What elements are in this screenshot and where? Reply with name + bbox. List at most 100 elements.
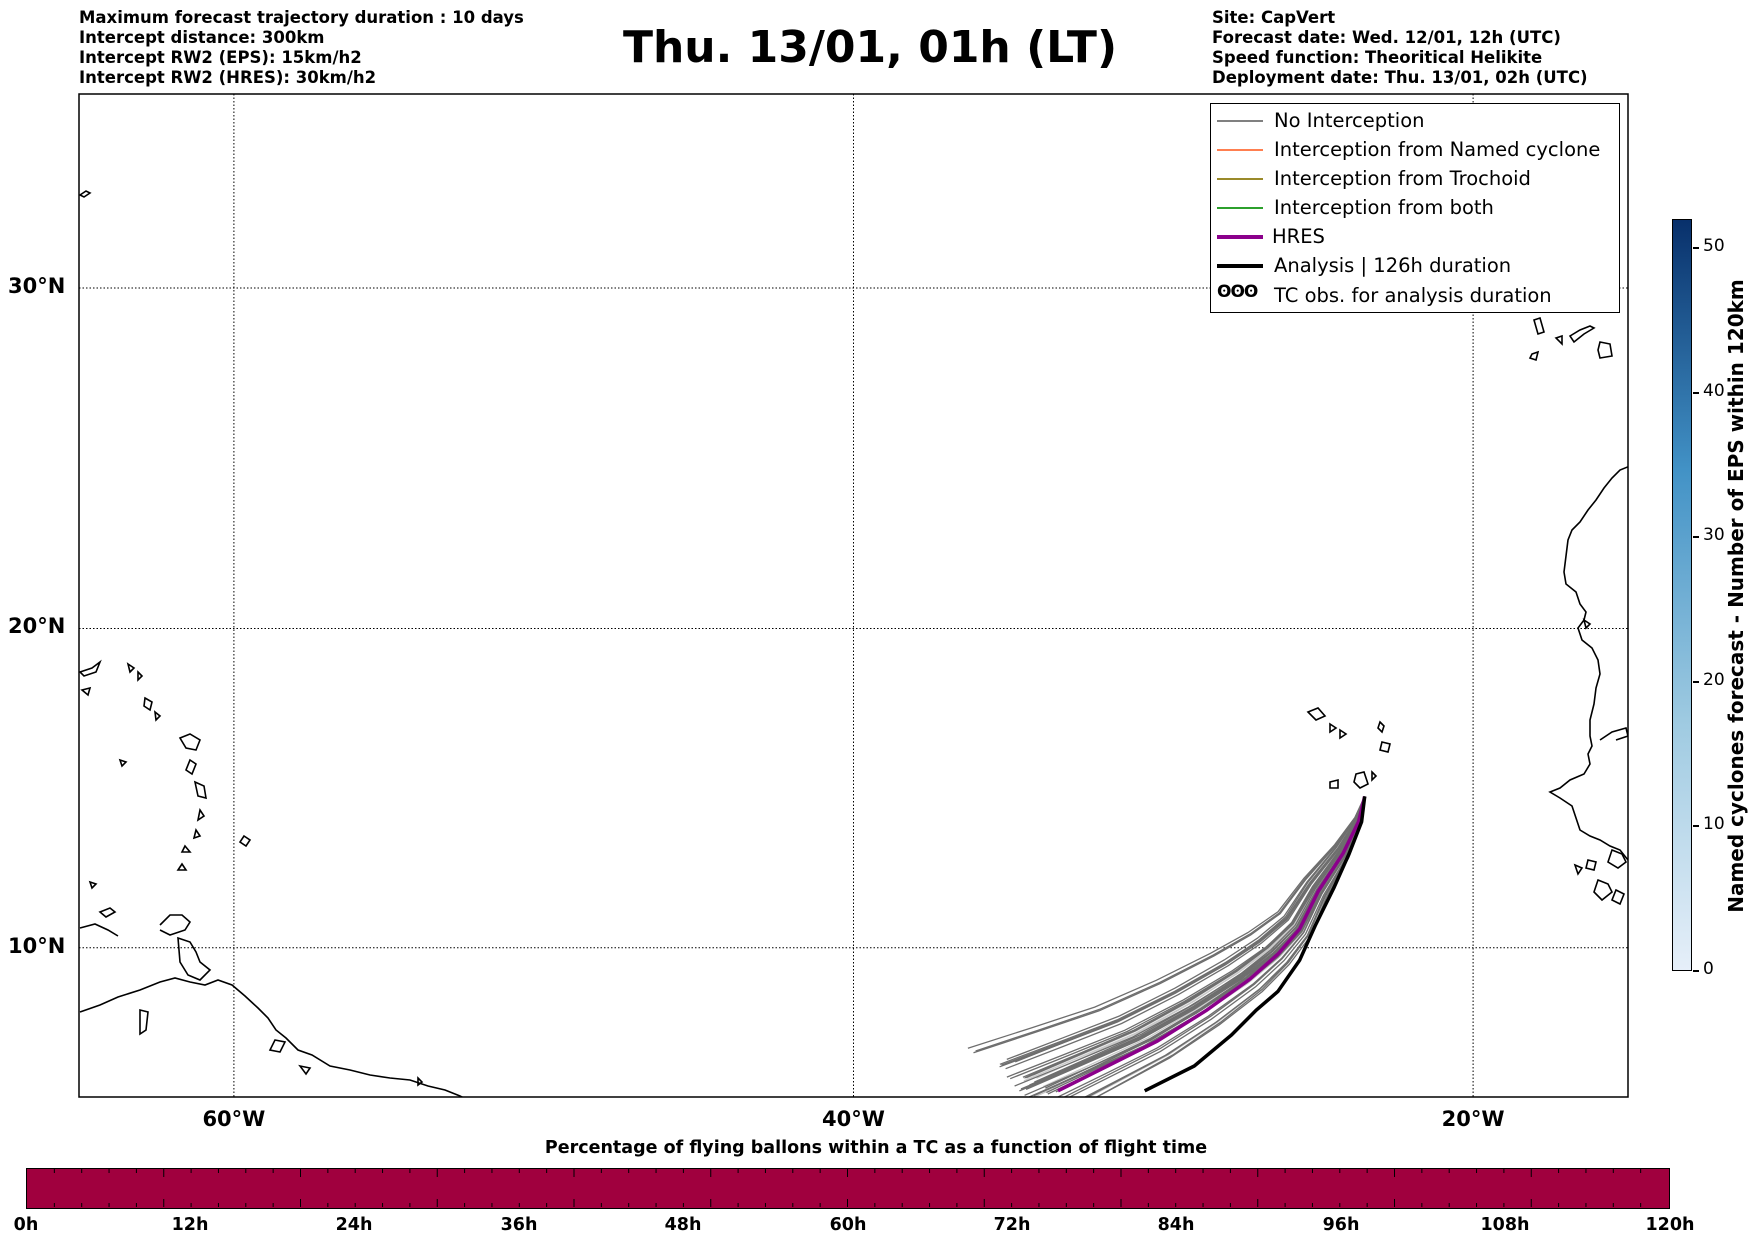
- header-info-right: Site: CapVert Forecast date: Wed. 12/01,…: [1212, 8, 1588, 88]
- colorbar-tick: [1693, 970, 1699, 972]
- colorbar-tick-label: 50: [1703, 236, 1725, 256]
- legend-swatch: [1217, 178, 1263, 180]
- coastline-africa: [1593, 878, 1614, 902]
- trajectory-no-interception: [1022, 796, 1366, 1078]
- coastline-africa: [1548, 465, 1628, 861]
- trajectory-no-interception: [1020, 796, 1366, 1090]
- time-tick-label: 12h: [171, 1215, 209, 1235]
- legend-label: Interception from Named cyclone: [1274, 138, 1601, 161]
- time-tick-label: 0h: [13, 1215, 39, 1235]
- legend-item-both: Interception from both: [1211, 193, 1619, 222]
- coastline-cape-verde: [1306, 707, 1327, 721]
- trajectory-no-interception: [1031, 796, 1366, 1086]
- trajectory-no-interception: [1025, 796, 1366, 1090]
- header-left-line: Intercept distance: 300km: [79, 28, 325, 47]
- map-legend: No Interception Interception from Named …: [1210, 103, 1620, 313]
- trajectory-no-interception: [975, 796, 1366, 1052]
- legend-label: No Interception: [1274, 109, 1425, 132]
- header-right-line: Deployment date: Thu. 13/01, 02h (UTC): [1212, 68, 1588, 87]
- map-border: [78, 93, 1629, 1098]
- coastlines: [79, 190, 1628, 1097]
- coastline-cape-verde: [1339, 728, 1348, 740]
- header-info-left: Maximum forecast trajectory duration : 1…: [79, 8, 524, 88]
- colorbar-tick-label: 30: [1703, 525, 1725, 545]
- lon-label-40w: 40°W: [822, 1107, 885, 1131]
- coastline-africa: [1610, 888, 1626, 906]
- coastline-cape-verde: [1329, 722, 1338, 734]
- header-left-line: Intercept RW2 (EPS): 15km/h2: [79, 48, 362, 67]
- legend-item-no-interception: No Interception: [1211, 106, 1619, 135]
- coastline-island: [98, 907, 117, 918]
- lat-label-30n: 30°N: [8, 274, 66, 298]
- colorbar-vertical: [1672, 219, 1692, 971]
- coastline-africa: [1599, 727, 1628, 741]
- trajectory-no-interception: [1006, 796, 1366, 1061]
- lon-label-60w: 60°W: [202, 1107, 266, 1131]
- legend-label: Analysis | 126h duration: [1274, 254, 1512, 277]
- coastline-island: [143, 696, 153, 712]
- time-tick-label: 120h: [1645, 1215, 1695, 1235]
- map-gridlines: [79, 94, 1628, 1097]
- coastline-island: [118, 758, 128, 768]
- colorbar-horizontal-ticks: [53, 1169, 1642, 1207]
- lat-label-20n: 20°N: [8, 614, 66, 639]
- coastline-south-america: [79, 923, 119, 937]
- colorbar-tick: [1693, 392, 1699, 394]
- lon-label-20w: 20°W: [1441, 1107, 1505, 1131]
- coastline-africa: [1582, 618, 1592, 630]
- legend-label: Interception from both: [1274, 196, 1494, 219]
- time-tick-label: 96h: [1322, 1215, 1360, 1235]
- legend-swatch: [1217, 235, 1263, 239]
- map-title: Thu. 13/01, 01h (LT): [622, 22, 1118, 73]
- time-tick-label: 60h: [829, 1215, 867, 1235]
- coastline-island: [417, 1076, 424, 1087]
- trajectory-ensemble: [967, 795, 1367, 1097]
- time-tick-label: 48h: [664, 1215, 702, 1235]
- header-left-line: Intercept RW2 (HRES): 30km/h2: [79, 68, 377, 87]
- coastline-africa: [1585, 859, 1597, 871]
- coastline-cape-verde: [1377, 720, 1385, 734]
- legend-item-hres: HRES: [1211, 222, 1619, 251]
- colorbar-tick-label: 0: [1703, 959, 1714, 979]
- trajectory-no-interception: [1068, 796, 1366, 1097]
- legend-item-tc-obs: ʘʘʘ TC obs. for analysis duration: [1211, 281, 1619, 310]
- colorbar-horizontal: [26, 1168, 1670, 1209]
- coastline-cape-verde: [1371, 770, 1378, 782]
- coastline-south-america: [159, 914, 192, 936]
- colorbar-tick: [1693, 247, 1699, 249]
- coastline-island: [193, 780, 207, 800]
- coastline-canary: [1568, 325, 1596, 344]
- coastline-island: [139, 1008, 149, 1036]
- colorbar-horizontal-title: Percentage of flying ballons within a TC…: [544, 1138, 1208, 1158]
- coastline-trinidad: [177, 936, 212, 981]
- trajectory-no-interception: [1047, 796, 1366, 1091]
- coastline-island: [185, 758, 197, 776]
- tc-symbol-icon: ʘʘʘ: [1217, 282, 1258, 302]
- trajectory-analysis: [1143, 796, 1367, 1093]
- coastline-island: [79, 190, 92, 198]
- trajectory-no-interception: [999, 796, 1366, 1068]
- legend-swatch: [1217, 207, 1263, 209]
- trajectory-no-interception: [1034, 796, 1366, 1083]
- header-right-line: Site: CapVert: [1212, 8, 1336, 27]
- legend-swatch: [1217, 120, 1263, 122]
- header-left-line: Maximum forecast trajectory duration : 1…: [79, 8, 524, 27]
- legend-label: Interception from Trochoid: [1274, 167, 1531, 190]
- coastline-cape-verde: [1353, 771, 1369, 789]
- time-tick-label: 24h: [335, 1215, 373, 1235]
- coastline-canary: [1533, 316, 1545, 336]
- coastline-island: [88, 880, 98, 890]
- legend-item-named-cyclone: Interception from Named cyclone: [1211, 135, 1619, 164]
- coastline-island: [178, 733, 201, 751]
- coastline-canary: [1554, 334, 1563, 346]
- coastline-cape-verde: [1329, 778, 1339, 789]
- legend-label: TC obs. for analysis duration: [1274, 284, 1552, 307]
- trajectory-no-interception: [1033, 796, 1366, 1097]
- coastline-south-america: [79, 977, 464, 1097]
- coastline-island: [180, 844, 192, 853]
- header-right-line: Forecast date: Wed. 12/01, 12h (UTC): [1212, 28, 1561, 47]
- coastline-canary: [1528, 350, 1540, 362]
- time-tick-label: 108h: [1480, 1215, 1530, 1235]
- colorbar-tick-label: 10: [1703, 814, 1725, 834]
